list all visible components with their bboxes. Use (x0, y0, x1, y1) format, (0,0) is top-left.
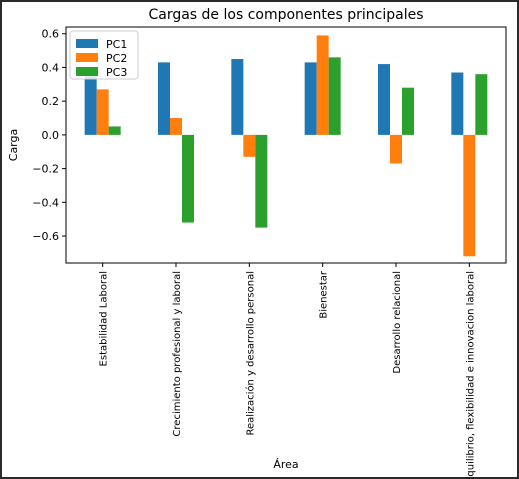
x-axis-label: Área (273, 458, 298, 471)
chart-title: Cargas de los componentes principales (148, 7, 423, 23)
x-tick-label: Realización y desarrollo personal (244, 271, 256, 436)
x-tick-label: Bienestar (319, 270, 330, 319)
bar-pc1-4 (304, 62, 317, 135)
bar-pc3-1 (108, 126, 121, 135)
x-tick-label: Estabilidad Laboral (99, 271, 110, 366)
legend-swatch-pc1 (76, 39, 98, 48)
bar-pc1-5 (378, 64, 390, 135)
x-axis: Estabilidad Laboral Crecimiento profesion… (99, 263, 476, 479)
bar-pc1-6 (451, 72, 464, 135)
bar-pc1-1 (84, 74, 97, 135)
x-tick-label: Equilibrio, flexibilidad e innovacion la… (465, 271, 476, 479)
bar-pc3-4 (328, 57, 341, 135)
bar-pc2-6 (463, 134, 476, 257)
y-tick-label: 0.2 (42, 95, 60, 108)
y-tick-label: 0.4 (42, 61, 60, 74)
legend-label-pc2: PC2 (106, 52, 127, 65)
axes-frame (65, 26, 507, 264)
y-axis: −0.6 −0.4 −0.2 0.0 0.2 0.4 0.6 (32, 28, 66, 243)
y-tick-label: −0.2 (32, 163, 59, 176)
bar-pc2-4 (316, 35, 329, 135)
bar-pc1-3 (231, 59, 244, 135)
legend-swatch-pc2 (76, 53, 98, 62)
legend-swatch-pc3 (76, 67, 98, 76)
y-tick-label: 0.6 (42, 28, 60, 41)
x-tick-label: Crecimiento profesional y laboral (172, 271, 183, 437)
bar-pc1-2 (158, 62, 170, 135)
y-tick-label: 0.0 (42, 129, 60, 142)
y-axis-label: Carga (7, 129, 20, 161)
bar-pc2-5 (390, 134, 402, 164)
bar-pc2-1 (96, 89, 109, 135)
bar-pc3-3 (255, 134, 268, 228)
y-tick-label: −0.4 (32, 196, 59, 209)
legend-label-pc1: PC1 (106, 38, 127, 51)
legend-label-pc3: PC3 (106, 66, 127, 79)
bar-pc2-3 (243, 134, 256, 157)
x-tick-label: Desarrollo relacional (392, 271, 403, 374)
bar-pc2-2 (170, 118, 182, 135)
bar-pc3-6 (475, 74, 488, 135)
bar-pc3-5 (402, 87, 414, 135)
plot-area (84, 35, 488, 257)
y-tick-label: −0.6 (32, 230, 59, 243)
bar-pc3-2 (182, 134, 194, 223)
